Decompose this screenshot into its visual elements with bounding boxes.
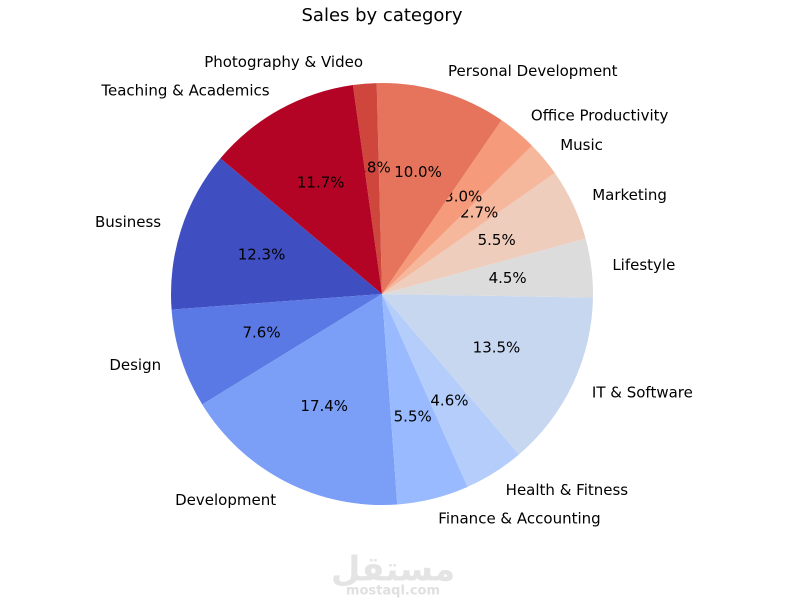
slice-label: Teaching & Academics — [100, 81, 269, 99]
chart-title: Sales by category — [302, 5, 463, 26]
slice-label: Development — [175, 491, 276, 509]
pie-wedge — [382, 120, 532, 294]
percent-label: 5.5% — [394, 407, 432, 425]
slice-label: Health & Fitness — [506, 481, 629, 499]
watermark-arabic: مستقل — [331, 550, 455, 590]
percent-label: 12.3% — [238, 246, 286, 264]
pie-wedge — [220, 85, 382, 294]
slice-label: IT & Software — [592, 384, 693, 402]
percent-label: 4.6% — [430, 392, 468, 410]
percent-label: 4.5% — [489, 269, 527, 287]
slice-label: Design — [109, 356, 161, 374]
pie-wedge — [382, 173, 586, 294]
pie-wedge — [376, 83, 502, 295]
percent-label: 7.6% — [242, 323, 280, 341]
pie-wedge — [382, 294, 468, 505]
percent-label: 10.0% — [394, 163, 442, 181]
slice-label: Music — [560, 136, 603, 154]
percent-label: 17.4% — [300, 397, 348, 415]
slice-label: Photography & Video — [204, 53, 363, 71]
watermark-latin: mostaql.com — [346, 584, 440, 599]
slice-label: Business — [95, 213, 161, 231]
pie-wedge — [171, 294, 382, 405]
pie-wedge — [382, 294, 519, 487]
pie-wedge — [382, 294, 593, 455]
pie-wedge — [171, 158, 382, 310]
slice-label: Finance & Accounting — [438, 510, 600, 528]
percent-label: 11.7% — [297, 174, 345, 192]
percent-label: 3.0% — [444, 187, 482, 205]
pie-wedge — [352, 83, 382, 294]
percent-label: 13.5% — [473, 339, 521, 357]
slice-label: Lifestyle — [612, 256, 675, 274]
percent-label: 2.7% — [460, 203, 498, 221]
slice-label: Office Productivity — [531, 106, 669, 124]
pie-wedge — [202, 294, 398, 505]
slice-label: Marketing — [592, 186, 667, 204]
slice-label: Personal Development — [448, 62, 618, 80]
percent-label: 5.5% — [478, 231, 516, 249]
pie-wedge — [382, 238, 593, 298]
pie-wedge — [382, 145, 555, 294]
